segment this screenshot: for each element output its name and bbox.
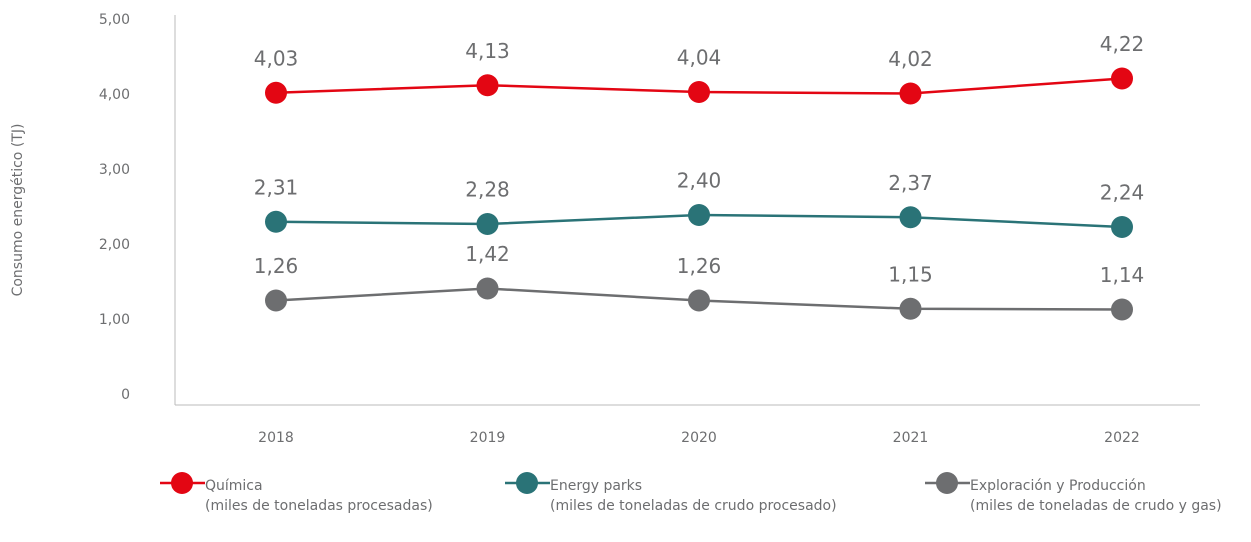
y-axis-label: Consumo energético (TJ) xyxy=(10,124,26,297)
data-label: 1,14 xyxy=(1100,263,1145,287)
legend-marker xyxy=(936,472,958,494)
data-label: 4,22 xyxy=(1100,32,1145,56)
legend-label: Química xyxy=(205,478,263,494)
legend-marker xyxy=(171,472,193,494)
data-point xyxy=(1111,298,1133,321)
data-label: 2,24 xyxy=(1100,181,1145,205)
data-point xyxy=(688,289,710,312)
y-tick-label: 2,00 xyxy=(99,237,130,253)
data-label: 1,15 xyxy=(888,262,933,286)
y-tick-label: 0 xyxy=(121,387,130,403)
data-label: 1,26 xyxy=(677,254,722,278)
data-label: 4,04 xyxy=(677,46,722,70)
data-label: 2,28 xyxy=(465,178,510,202)
data-point xyxy=(476,277,499,300)
x-tick-label: 2022 xyxy=(1104,430,1140,446)
y-tick-label: 5,00 xyxy=(99,12,130,28)
legend-label: Energy parks xyxy=(550,478,642,494)
legend-label: Exploración y Producción xyxy=(970,478,1146,494)
data-point xyxy=(1111,216,1133,238)
x-tick-label: 2019 xyxy=(470,430,506,446)
y-tick-label: 3,00 xyxy=(99,162,130,178)
legend-unit: (miles de toneladas de crudo y gas) xyxy=(970,498,1222,514)
data-point xyxy=(265,81,287,104)
data-point xyxy=(265,289,287,312)
data-label: 2,37 xyxy=(888,171,933,195)
data-point xyxy=(1111,67,1133,90)
x-tick-label: 2020 xyxy=(681,430,717,446)
data-point xyxy=(899,82,922,105)
data-label: 4,02 xyxy=(888,47,933,71)
data-label: 1,26 xyxy=(254,254,299,278)
legend-unit: (miles de toneladas de crudo procesado) xyxy=(550,498,837,514)
x-tick-label: 2021 xyxy=(893,430,929,446)
data-point xyxy=(688,81,710,103)
data-point xyxy=(899,206,922,229)
legend-marker xyxy=(516,472,538,494)
data-point xyxy=(688,204,710,226)
data-point xyxy=(476,74,499,97)
data-label: 1,42 xyxy=(465,242,510,266)
data-point xyxy=(265,210,287,233)
data-label: 2,31 xyxy=(254,175,299,199)
data-label: 4,03 xyxy=(254,46,299,70)
data-point xyxy=(476,213,499,235)
data-point xyxy=(899,297,922,320)
x-tick-label: 2018 xyxy=(258,430,294,446)
data-label: 2,40 xyxy=(677,169,722,193)
legend-unit: (miles de toneladas procesadas) xyxy=(205,498,433,514)
data-label: 4,13 xyxy=(465,39,510,63)
y-tick-label: 1,00 xyxy=(99,312,130,328)
y-tick-label: 4,00 xyxy=(99,87,130,103)
